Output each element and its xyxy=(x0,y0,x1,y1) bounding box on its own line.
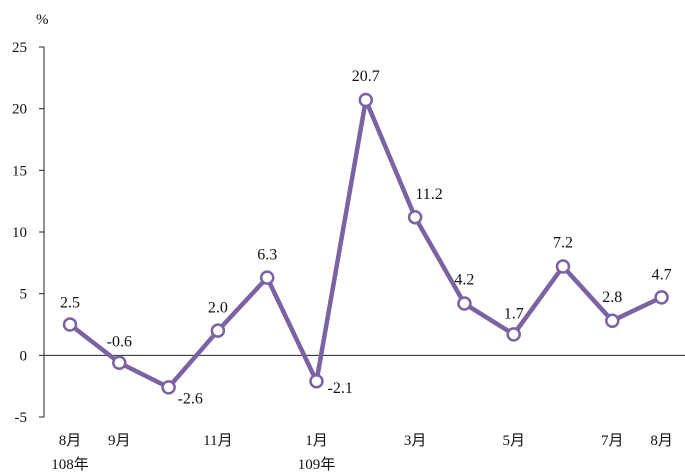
y-tick-label: 25 xyxy=(12,40,27,56)
x-year-label: 109年 xyxy=(298,456,336,473)
y-tick-label: 0 xyxy=(20,348,28,364)
x-tick-label: 7月 xyxy=(601,433,624,449)
x-tick-label: 11月 xyxy=(203,433,232,449)
data-point xyxy=(506,327,521,342)
data-point xyxy=(161,380,176,395)
data-point xyxy=(407,209,423,225)
x-tick-label: 8月 xyxy=(59,433,82,449)
data-label: 7.2 xyxy=(553,235,573,252)
data-label: -2.6 xyxy=(178,390,203,407)
y-tick-label: 15 xyxy=(12,163,27,179)
y-tick-label: 10 xyxy=(12,225,27,241)
data-label: 2.5 xyxy=(60,295,80,312)
x-tick-label: 1月 xyxy=(305,433,328,449)
data-label: 4.2 xyxy=(454,272,474,289)
data-label: 1.7 xyxy=(504,305,524,322)
x-tick-label: 3月 xyxy=(404,433,427,449)
data-label: 4.7 xyxy=(652,266,672,283)
x-tick-label: 8月 xyxy=(650,433,673,449)
data-label: 11.2 xyxy=(415,186,442,203)
data-point xyxy=(654,290,669,305)
data-label: 20.7 xyxy=(352,68,380,85)
data-label: 6.3 xyxy=(257,247,277,264)
x-year-label: 108年 xyxy=(51,456,89,473)
data-label: -2.1 xyxy=(328,380,353,397)
y-tick-label: -5 xyxy=(15,410,28,426)
data-point xyxy=(259,270,275,285)
data-label: 2.0 xyxy=(208,300,228,317)
data-label: -0.6 xyxy=(107,334,132,351)
y-tick-label: 20 xyxy=(12,102,27,118)
data-point xyxy=(309,373,324,389)
data-point xyxy=(112,355,127,370)
data-label: 2.8 xyxy=(602,289,622,306)
data-point xyxy=(457,296,472,311)
data-point xyxy=(358,92,374,108)
data-point xyxy=(555,259,571,274)
data-point xyxy=(210,323,226,338)
data-point xyxy=(605,313,620,329)
data-point xyxy=(62,317,78,332)
x-tick-label: 5月 xyxy=(502,433,525,449)
y-unit-label: % xyxy=(36,12,49,28)
x-tick-label: 9月 xyxy=(108,433,131,449)
y-tick-label: 5 xyxy=(20,287,28,303)
